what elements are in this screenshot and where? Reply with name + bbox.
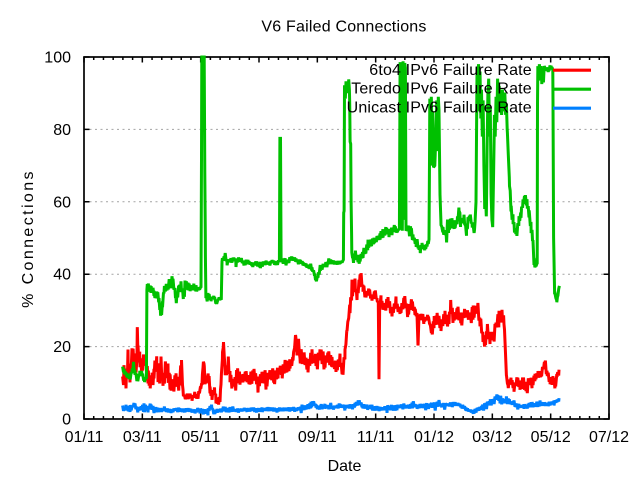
- svg-text:05/12: 05/12: [531, 429, 571, 446]
- svg-text:80: 80: [53, 122, 71, 139]
- svg-text:Teredo IPv6 Failure Rate: Teredo IPv6 Failure Rate: [351, 81, 532, 98]
- svg-text:03/11: 03/11: [123, 429, 162, 446]
- svg-text:03/12: 03/12: [472, 429, 512, 446]
- svg-text:07/11: 07/11: [240, 429, 279, 446]
- svg-text:6to4 IPv6 Failure Rate: 6to4 IPv6 Failure Rate: [369, 62, 532, 79]
- svg-text:V6 Failed Connections: V6 Failed Connections: [261, 19, 426, 36]
- svg-text:0: 0: [62, 412, 71, 429]
- svg-text:05/11: 05/11: [181, 429, 220, 446]
- svg-text:100: 100: [44, 50, 71, 67]
- svg-text:40: 40: [53, 267, 71, 284]
- svg-text:% Connections: % Connections: [20, 169, 37, 308]
- svg-text:Unicast IPv6 Failure Rate: Unicast IPv6 Failure Rate: [347, 100, 532, 117]
- svg-text:09/11: 09/11: [298, 429, 337, 446]
- svg-text:20: 20: [53, 339, 71, 356]
- svg-text:11/11: 11/11: [357, 429, 395, 446]
- svg-text:07/12: 07/12: [589, 429, 629, 446]
- svg-text:Date: Date: [328, 458, 362, 475]
- svg-text:60: 60: [53, 194, 71, 211]
- svg-text:01/11: 01/11: [65, 429, 104, 446]
- svg-text:01/12: 01/12: [414, 429, 454, 446]
